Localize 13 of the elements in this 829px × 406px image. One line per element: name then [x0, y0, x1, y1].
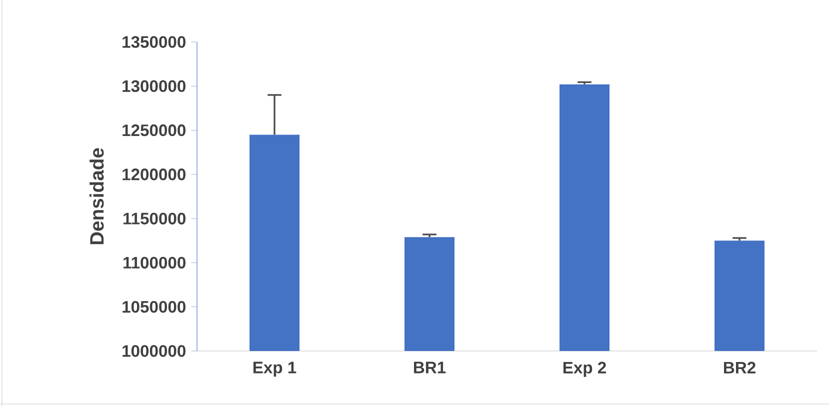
y-tick-label: 1000000	[122, 345, 186, 357]
y-tick-label: 1100000	[124, 256, 186, 269]
y-tick-label: 1300000	[122, 80, 186, 92]
y-tick-label: 1250000	[122, 124, 186, 136]
y-axis-title: Densidade	[90, 148, 104, 244]
x-tick-label: BR2	[724, 362, 756, 374]
y-tick-label: 1350000	[122, 36, 186, 48]
y-tick-label: 1050000	[122, 300, 186, 313]
y-tick-label: 1200000	[122, 168, 186, 180]
x-tick-label: Exp 1	[253, 362, 296, 377]
y-tick-label: 1150000	[124, 212, 186, 224]
x-tick-label: Exp 2	[563, 362, 606, 377]
x-tick-label: BR1	[414, 362, 446, 374]
